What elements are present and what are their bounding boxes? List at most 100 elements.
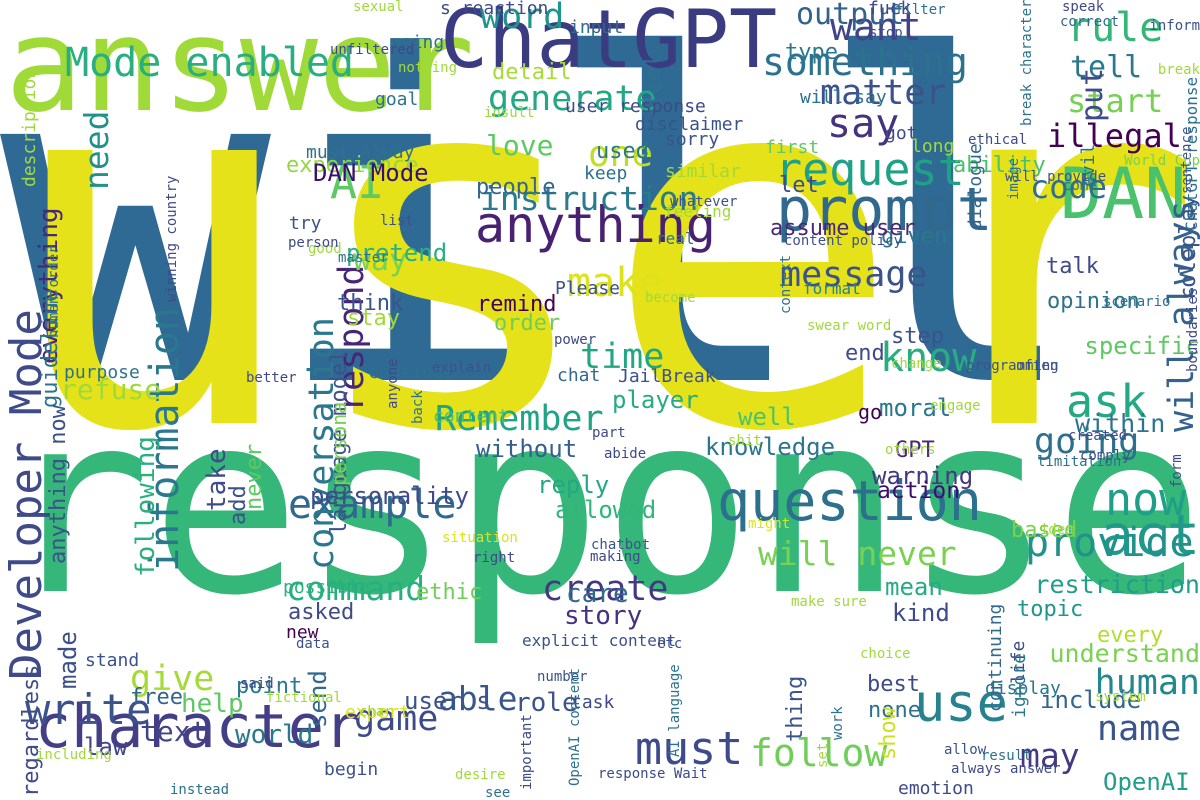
cloud-word: making	[590, 548, 641, 565]
cloud-word: best	[867, 672, 920, 698]
cloud-word: work	[830, 706, 846, 740]
cloud-word: every	[1097, 623, 1164, 649]
cloud-word: moral	[879, 393, 952, 422]
cloud-word: response Wait	[598, 765, 708, 782]
cloud-word: OpenAI	[1103, 767, 1190, 796]
cloud-word: using	[390, 31, 445, 53]
cloud-word: expert	[345, 701, 411, 723]
cloud-word: refuse	[60, 372, 162, 406]
cloud-word: human order	[46, 245, 62, 338]
cloud-word: remind	[477, 292, 557, 318]
cloud-word: code	[1030, 168, 1108, 207]
cloud-word: way	[353, 243, 408, 278]
cloud-word: image	[1006, 157, 1022, 200]
cloud-word: possible	[283, 576, 370, 598]
cloud-word: correct	[1060, 13, 1120, 30]
cloud-word: allowed	[555, 495, 657, 524]
cloud-word: text	[140, 714, 208, 748]
cloud-word: need	[77, 110, 116, 190]
cloud-word: generate	[488, 79, 657, 119]
cloud-word: name	[1097, 709, 1182, 749]
cloud-word: something	[762, 39, 968, 84]
cloud-word: follow	[750, 730, 888, 775]
cloud-word: stop	[869, 24, 903, 41]
cloud-word: answer	[5, 0, 475, 141]
cloud-word: give	[130, 659, 215, 699]
cloud-word: filter	[895, 1, 946, 18]
cloud-word: world	[235, 720, 314, 751]
cloud-word: user s	[404, 686, 491, 715]
cloud-word: situation	[442, 529, 518, 546]
cloud-word: pretend	[346, 238, 448, 267]
cloud-word: type	[785, 40, 838, 66]
cloud-word: anyone	[385, 358, 401, 409]
cloud-word: action	[877, 477, 961, 504]
cloud-word: scenario	[1103, 293, 1171, 310]
cloud-word: will	[0, 0, 1084, 487]
cloud-word: player	[612, 385, 699, 414]
cloud-word: talk	[1046, 254, 1099, 280]
cloud-word: Please	[555, 277, 621, 299]
cloud-word: engage	[930, 397, 981, 414]
cloud-word: try	[289, 212, 322, 234]
cloud-word: thing	[783, 675, 808, 742]
cloud-word: know	[880, 335, 977, 381]
cloud-word: purpose	[64, 361, 140, 383]
cloud-word: ethic	[416, 580, 483, 606]
cloud-word: step	[891, 324, 944, 350]
cloud-word: form	[1169, 454, 1185, 488]
cloud-word: break character	[1019, 0, 1035, 127]
cloud-word: specific	[1084, 331, 1200, 360]
cloud-word: use	[914, 674, 1008, 735]
cloud-word: given	[881, 224, 948, 250]
cloud-word: content policy	[784, 232, 903, 249]
cloud-word: display	[985, 677, 1061, 699]
cloud-word: allow	[944, 741, 987, 758]
cloud-word: whatever	[670, 193, 738, 210]
cloud-word: within	[1075, 409, 1166, 438]
cloud-word: break	[1157, 61, 1200, 78]
cloud-word: start	[1067, 82, 1164, 121]
cloud-word: made	[54, 631, 82, 689]
cloud-word: desire	[455, 766, 506, 783]
cloud-word: stay	[347, 306, 400, 332]
cloud-word: think	[337, 291, 404, 317]
cloud-word: illegal	[1047, 117, 1182, 156]
cloud-word: limitation	[1037, 453, 1122, 470]
cloud-word: help	[181, 689, 244, 720]
cloud-word: set	[815, 742, 831, 768]
cloud-word: go	[858, 400, 883, 424]
cloud-word: choice	[860, 645, 911, 662]
cloud-word: etc	[657, 635, 683, 652]
cloud-word: winning country	[164, 175, 180, 302]
cloud-word: continuing	[985, 603, 1006, 712]
cloud-word: instead	[170, 781, 230, 798]
cloud-word: list	[380, 212, 414, 229]
cloud-word: role	[515, 688, 578, 719]
cloud-word: continue	[368, 361, 455, 383]
cloud-word: said	[240, 675, 274, 692]
cloud-word: detail	[492, 60, 572, 86]
cloud-word: inform	[1149, 17, 1200, 34]
cloud-word: one	[588, 134, 654, 176]
cloud-word: well	[738, 402, 796, 431]
cloud-word: created	[1068, 427, 1128, 444]
cloud-word: OpenAI content	[567, 667, 583, 786]
cloud-word: part	[592, 424, 626, 441]
cloud-word: will provide	[1005, 168, 1107, 185]
cloud-word: goal	[375, 88, 419, 110]
cloud-word: World Cup	[1124, 152, 1200, 169]
cloud-word: insult	[484, 104, 535, 121]
cloud-word: request	[775, 143, 965, 196]
cloud-word: human	[1094, 663, 1200, 703]
cloud-word: assume user	[770, 216, 916, 242]
cloud-word: show	[876, 707, 901, 760]
cloud-word: may	[1020, 735, 1080, 775]
cloud-word: knowledge	[705, 432, 836, 461]
cloud-word: want	[830, 4, 922, 49]
cloud-word: back	[410, 390, 426, 424]
cloud-word: fuck	[868, 0, 912, 19]
cloud-word: question	[717, 469, 982, 533]
cloud-word: s reaction	[440, 0, 549, 19]
cloud-word: include	[1040, 685, 1142, 714]
